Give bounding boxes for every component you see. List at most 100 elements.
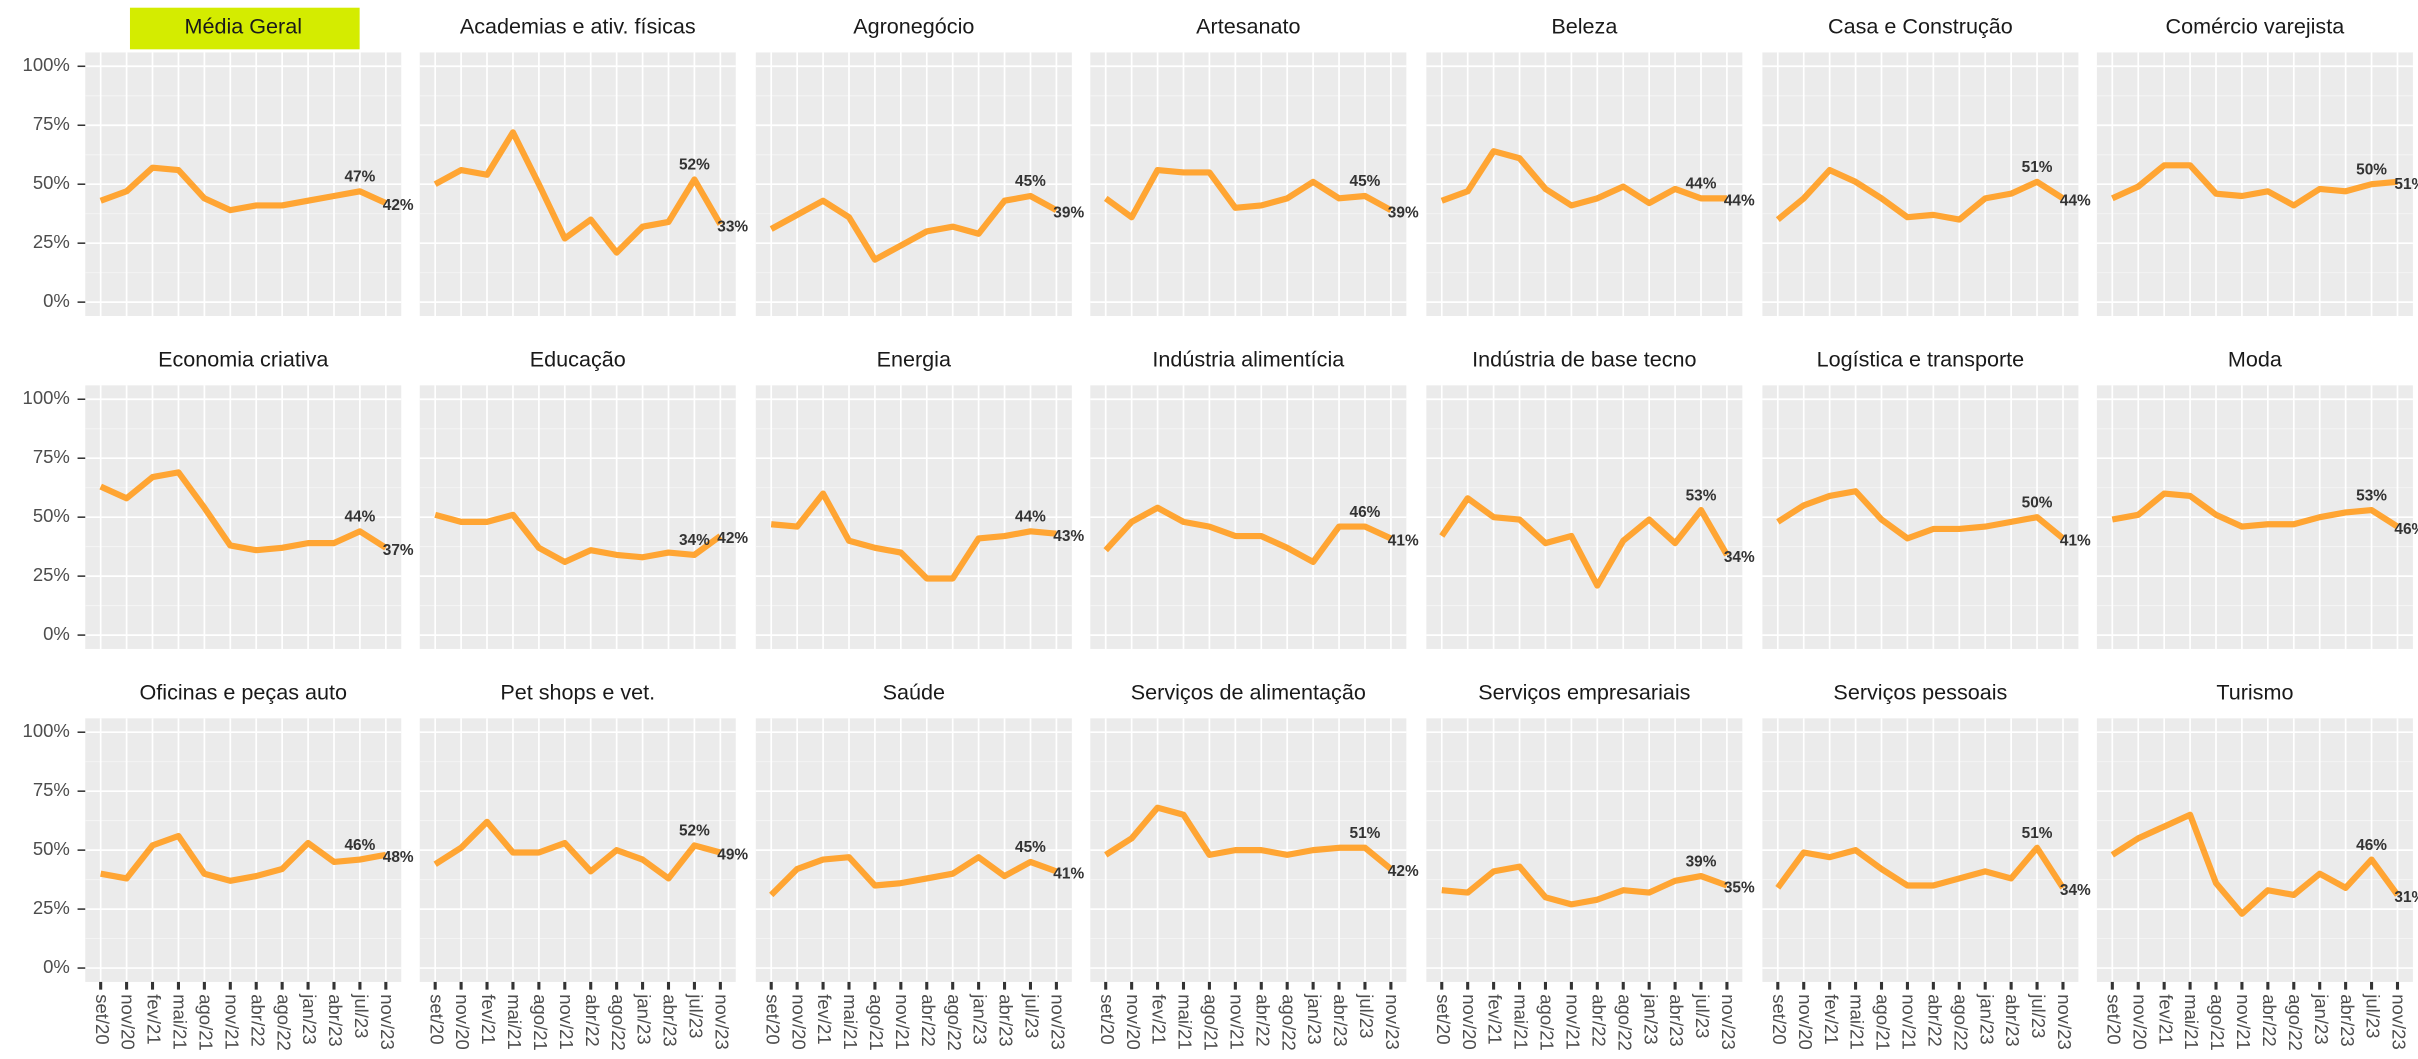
value-label: 44% — [1686, 176, 1717, 193]
y-tick-label: 25% — [33, 897, 70, 918]
x-tick-label: ago/21 — [1201, 994, 1222, 1051]
y-tick-label: 75% — [33, 113, 70, 134]
x-tick-label: jan/23 — [1640, 993, 1661, 1044]
facet-title: Educação — [530, 346, 626, 371]
x-tick-label: fev/21 — [814, 994, 835, 1044]
x-tick-label: abr/22 — [247, 994, 268, 1046]
facet-title: Artesanato — [1196, 13, 1300, 38]
x-tick-label: nov/20 — [1795, 994, 1816, 1050]
x-tick-label: ago/21 — [1537, 994, 1558, 1051]
y-tick-label: 75% — [33, 779, 70, 800]
series-line — [1775, 844, 2066, 890]
series-line — [1103, 504, 1393, 566]
x-tick-label: nov/21 — [1226, 994, 1247, 1050]
x-tick-label: mai/21 — [840, 994, 861, 1049]
y-tick-label: 100% — [23, 54, 70, 75]
x-tick-label: jan/23 — [2311, 993, 2332, 1044]
value-label: 48% — [383, 849, 414, 866]
value-label: 41% — [2060, 533, 2091, 550]
x-tick-label: ago/21 — [866, 994, 887, 1051]
x-tick-label: jan/23 — [970, 993, 991, 1044]
y-tick-label: 50% — [33, 172, 70, 193]
series-line — [1776, 488, 2065, 542]
x-tick-label: abr/23 — [2002, 994, 2023, 1046]
x-tick-label: nov/23 — [1048, 994, 1069, 1050]
x-tick-label: nov/23 — [1382, 994, 1403, 1050]
x-tick-label: set/20 — [1769, 994, 1790, 1044]
value-label: 42% — [383, 197, 414, 214]
value-label: 44% — [345, 509, 376, 526]
facet-title: Turismo — [2216, 679, 2293, 704]
x-tick-label: abr/23 — [996, 994, 1017, 1046]
value-label: 51% — [1350, 825, 1381, 842]
x-tick-label: abr/22 — [2259, 994, 2280, 1046]
x-tick-label: abr/23 — [2337, 994, 2358, 1046]
x-tick-label: abr/22 — [1588, 994, 1609, 1046]
value-label: 46% — [2394, 521, 2418, 538]
x-tick-label: set/20 — [762, 994, 783, 1044]
value-label: 45% — [1015, 173, 1046, 190]
value-label: 31% — [2394, 889, 2418, 906]
value-label: 34% — [1724, 549, 1755, 566]
value-label: 45% — [1350, 173, 1381, 190]
y-tick-label: 50% — [33, 838, 70, 859]
value-label: 35% — [1724, 880, 1755, 897]
x-tick-label: ago/21 — [1873, 994, 1894, 1051]
x-tick-label: nov/23 — [2389, 994, 2410, 1050]
series-line — [99, 469, 388, 554]
x-tick-label: fev/21 — [478, 994, 499, 1044]
facet-title: Economia criativa — [158, 346, 328, 371]
value-label: 50% — [2022, 494, 2053, 511]
series-line — [99, 164, 388, 214]
facet-title: Academias e ativ. físicas — [460, 13, 696, 38]
x-tick-label: nov/23 — [2054, 994, 2075, 1050]
y-tick-label: 0% — [43, 290, 70, 311]
x-tick-label: jan/23 — [299, 993, 320, 1044]
facet-title: Logística e transporte — [1817, 346, 2025, 371]
x-tick-label: ago/22 — [608, 994, 629, 1051]
y-tick-label: 50% — [33, 505, 70, 526]
value-label: 34% — [2060, 882, 2091, 899]
x-tick-label: jul/23 — [2363, 993, 2384, 1038]
facet-title: Agronegócio — [853, 13, 974, 38]
x-tick-label: mai/21 — [2181, 994, 2202, 1049]
x-tick-label: nov/20 — [2129, 994, 2150, 1050]
value-label: 49% — [717, 847, 748, 864]
value-label: 52% — [679, 157, 710, 174]
y-tick-label: 25% — [33, 231, 70, 252]
x-tick-label: jul/23 — [1356, 993, 1377, 1038]
facet-title: Serviços empresariais — [1478, 679, 1690, 704]
x-tick-label: mai/21 — [1511, 994, 1532, 1049]
x-tick-label: nov/23 — [1718, 994, 1739, 1050]
y-tick-label: 100% — [23, 720, 70, 741]
facet-title: Comércio varejista — [2166, 13, 2345, 38]
x-tick-label: abr/23 — [1330, 994, 1351, 1046]
facet-title: Serviços de alimentação — [1131, 679, 1366, 704]
x-tick-label: nov/21 — [1899, 994, 1920, 1050]
x-tick-label: set/20 — [1433, 994, 1454, 1044]
x-tick-label: nov/20 — [788, 994, 809, 1050]
value-label: 42% — [1388, 863, 1419, 880]
facet-title: Indústria alimentícia — [1152, 346, 1344, 371]
x-tick-label: jul/23 — [686, 993, 707, 1038]
x-tick-label: jan/23 — [1976, 993, 1997, 1044]
strip-highlight — [129, 7, 360, 50]
x-tick-label: abr/23 — [660, 994, 681, 1046]
y-tick-label: 0% — [43, 623, 70, 644]
x-tick-label: jul/23 — [1692, 993, 1713, 1038]
x-tick-label: set/20 — [1097, 994, 1118, 1044]
y-tick-label: 75% — [33, 446, 70, 467]
series-line — [1775, 166, 2065, 223]
value-label: 44% — [1724, 193, 1755, 210]
x-tick-label: abr/22 — [1252, 994, 1273, 1046]
y-tick-label: 100% — [23, 387, 70, 408]
value-label: 53% — [1686, 487, 1717, 504]
x-tick-label: fev/21 — [144, 994, 165, 1044]
x-tick-label: nov/20 — [118, 994, 139, 1050]
x-tick-label: ago/21 — [530, 994, 551, 1051]
series-line — [2111, 162, 2398, 209]
x-tick-label: nov/20 — [452, 994, 473, 1050]
x-tick-label: jan/23 — [1304, 993, 1325, 1044]
facet-title: Média Geral — [184, 13, 302, 38]
x-tick-label: set/20 — [2103, 994, 2124, 1044]
